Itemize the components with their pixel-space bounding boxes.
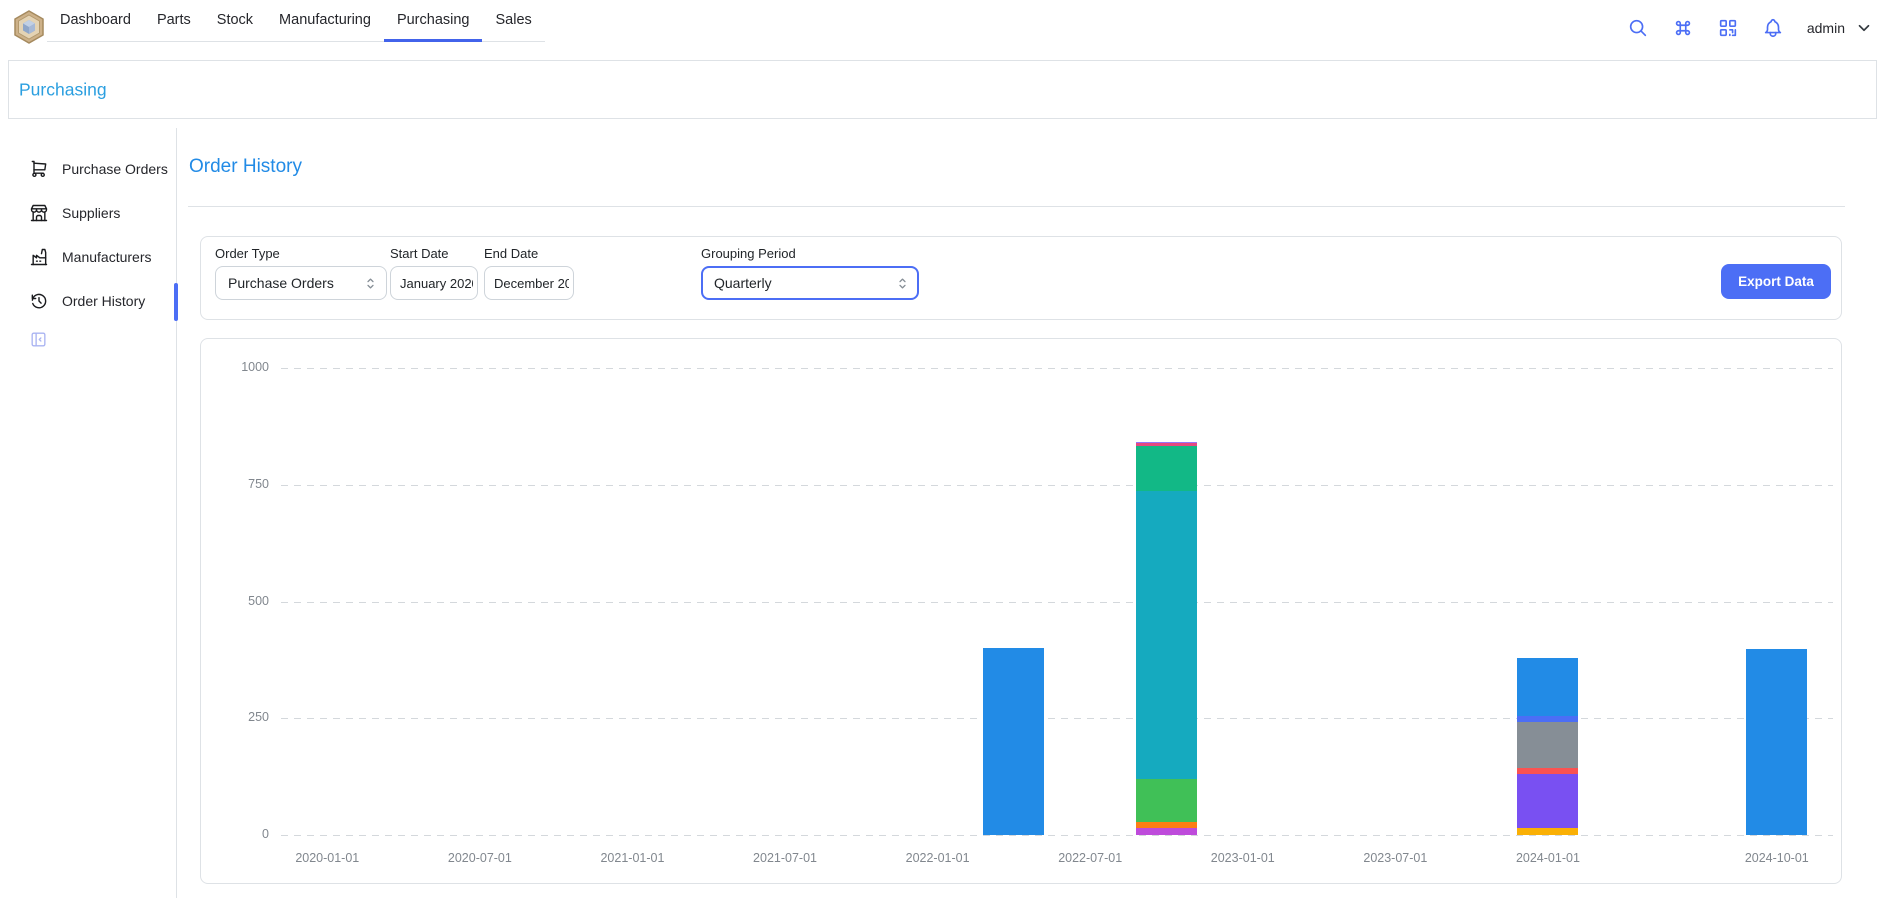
export-data-button[interactable]: Export Data [1721, 264, 1831, 299]
chevron-down-icon [1855, 19, 1873, 37]
user-menu[interactable]: admin [1807, 19, 1873, 37]
sidebar-active-indicator [174, 283, 178, 321]
bar-segment-grape[interactable] [1136, 828, 1197, 835]
sidebar-item-order-history[interactable]: Order History [0, 279, 176, 323]
tab-purchasing[interactable]: Purchasing [384, 0, 483, 42]
start-date-label: Start Date [390, 246, 478, 261]
x-axis-tick: 2024-10-01 [1729, 851, 1825, 865]
grouping-period-value: Quarterly [714, 275, 895, 291]
user-name: admin [1807, 20, 1845, 36]
tab-dashboard[interactable]: Dashboard [47, 0, 144, 42]
sidebar-item-label: Suppliers [62, 205, 120, 221]
breadcrumb-purchasing[interactable]: Purchasing [19, 79, 107, 100]
x-axis-tick: 2023-07-01 [1347, 851, 1443, 865]
building-store-icon [29, 203, 49, 223]
top-navbar: Dashboard Parts Stock Manufacturing Purc… [0, 0, 1885, 56]
y-gridline [281, 718, 1833, 719]
start-date-input[interactable] [390, 266, 478, 300]
page-title: Order History [189, 156, 302, 178]
tab-manufacturing[interactable]: Manufacturing [266, 0, 384, 42]
bar-segment-green[interactable] [1136, 779, 1197, 822]
app-logo-icon[interactable] [12, 10, 46, 44]
sidebar-item-label: Order History [62, 293, 145, 309]
order-type-value: Purchase Orders [228, 275, 363, 291]
x-axis-tick: 2023-01-01 [1195, 851, 1291, 865]
bar-segment-pink[interactable] [1136, 443, 1197, 446]
start-date-group: Start Date [390, 246, 478, 300]
bar-segment-teal[interactable] [1136, 446, 1197, 491]
qr-scan-icon[interactable] [1717, 17, 1739, 39]
app-window: Dashboard Parts Stock Manufacturing Purc… [0, 0, 1885, 906]
x-axis-tick: 2020-07-01 [432, 851, 528, 865]
bar-segment-red[interactable] [1517, 768, 1578, 774]
breadcrumb-bar: Purchasing [8, 60, 1877, 119]
sidebar: Purchase Orders Suppliers Manufacturers … [0, 147, 176, 323]
y-axis-tick: 0 [209, 827, 269, 841]
bar-segment-violet[interactable] [1517, 774, 1578, 828]
y-gridline [281, 485, 1833, 486]
grouping-period-label: Grouping Period [701, 246, 919, 261]
tab-sales[interactable]: Sales [482, 0, 544, 42]
tab-parts[interactable]: Parts [144, 0, 204, 42]
history-icon [29, 291, 49, 311]
stacked-bar-chart: 0 250 500 750 1000 2020-01-01 2020-07-01 2021-0… [201, 339, 1841, 883]
filter-panel: Order Type Purchase Orders Start Date En… [200, 236, 1842, 320]
grouping-period-group: Grouping Period Quarterly [701, 246, 919, 300]
bar-segment-yellow[interactable] [1517, 828, 1578, 835]
sidebar-item-label: Purchase Orders [62, 161, 168, 177]
order-type-group: Order Type Purchase Orders [215, 246, 387, 300]
x-axis-tick: 2020-01-01 [279, 851, 375, 865]
sidebar-collapse-icon[interactable] [29, 330, 48, 349]
order-type-label: Order Type [215, 246, 387, 261]
y-axis-tick: 1000 [209, 360, 269, 374]
x-axis-tick: 2022-07-01 [1042, 851, 1138, 865]
bar-segment-cyan[interactable] [1136, 491, 1197, 779]
end-date-input[interactable] [484, 266, 574, 300]
sidebar-item-suppliers[interactable]: Suppliers [0, 191, 176, 235]
bar-segment-blue[interactable] [1517, 658, 1578, 717]
main-tabs: Dashboard Parts Stock Manufacturing Purc… [47, 0, 545, 42]
grouping-period-select[interactable]: Quarterly [701, 266, 919, 300]
selector-icon [895, 276, 910, 291]
y-gridline [281, 835, 1833, 836]
bar-segment-gray[interactable] [1517, 722, 1578, 768]
tab-stock[interactable]: Stock [204, 0, 266, 42]
building-factory-icon [29, 247, 49, 267]
bell-icon[interactable] [1762, 17, 1784, 39]
sidebar-item-manufacturers[interactable]: Manufacturers [0, 235, 176, 279]
end-date-label: End Date [484, 246, 574, 261]
bar-segment-violet[interactable] [1136, 442, 1197, 443]
heading-divider [188, 206, 1845, 207]
sidebar-item-label: Manufacturers [62, 249, 151, 265]
x-axis-tick: 2024-01-01 [1500, 851, 1596, 865]
y-axis-tick: 750 [209, 477, 269, 491]
end-date-group: End Date [484, 246, 574, 300]
search-icon[interactable] [1627, 17, 1649, 39]
x-axis-tick: 2022-01-01 [890, 851, 986, 865]
bar-segment-indigo[interactable] [1517, 716, 1578, 722]
command-icon[interactable] [1672, 17, 1694, 39]
sidebar-item-purchase-orders[interactable]: Purchase Orders [0, 147, 176, 191]
bar-segment-orange[interactable] [1136, 822, 1197, 828]
y-gridline [281, 368, 1833, 369]
bar-segment-blue[interactable] [983, 648, 1044, 835]
y-gridline [281, 602, 1833, 603]
order-history-chart-card: 0 250 500 750 1000 2020-01-01 2020-07-01 2021-0… [200, 338, 1842, 884]
bar-segment-blue[interactable] [1746, 649, 1807, 835]
shopping-cart-icon [29, 159, 49, 179]
y-axis-tick: 500 [209, 594, 269, 608]
x-axis-tick: 2021-01-01 [584, 851, 680, 865]
sidebar-divider [176, 128, 177, 898]
order-type-select[interactable]: Purchase Orders [215, 266, 387, 300]
y-axis-tick: 250 [209, 710, 269, 724]
navbar-actions: admin [1627, 0, 1873, 56]
x-axis-tick: 2021-07-01 [737, 851, 833, 865]
selector-icon [363, 276, 378, 291]
